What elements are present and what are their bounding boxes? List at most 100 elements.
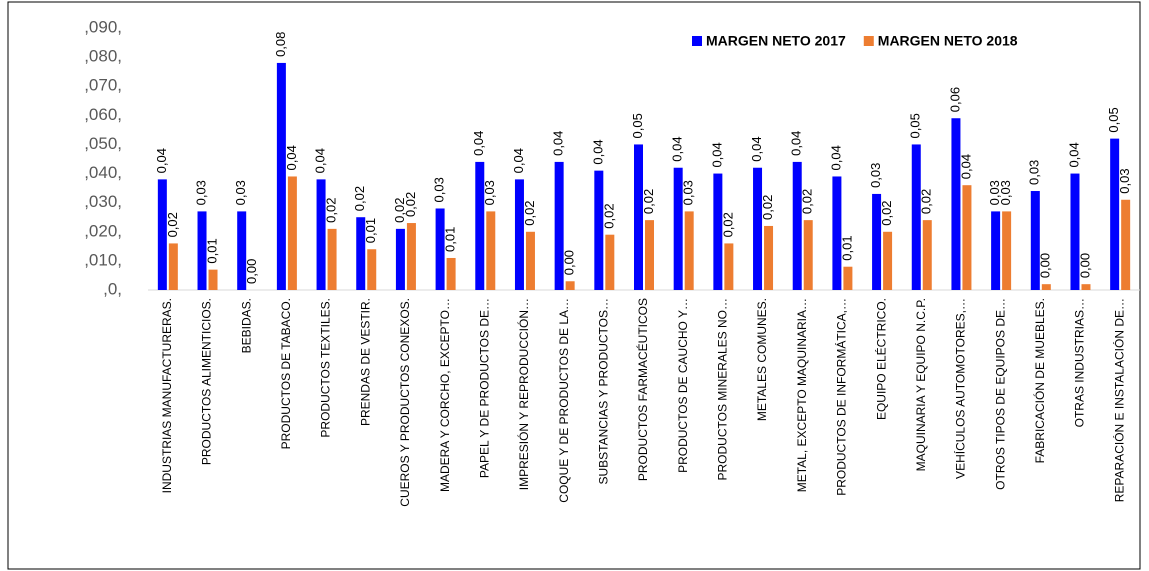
value-label: 0,03 — [432, 177, 447, 202]
bar — [991, 211, 1001, 290]
bar — [1002, 211, 1012, 290]
x-tick-label: COQUE Y DE PRODUCTOS DE LA… — [557, 298, 571, 503]
bar — [446, 257, 456, 290]
y-tick-label: ,020, — [84, 221, 122, 240]
x-tick-label: PRODUCTOS TEXTILES. — [319, 298, 333, 438]
x-tick-label: EQUIPO ELÉCTRICO. — [873, 298, 888, 420]
bar — [208, 269, 218, 290]
bar — [724, 243, 734, 290]
x-tick-label: PRODUCTOS ALIMENTICIOS. — [200, 298, 214, 465]
value-label: 0,02 — [522, 200, 537, 225]
bar — [406, 223, 416, 290]
value-label: 0,02 — [879, 200, 894, 225]
value-label: 0,02 — [323, 198, 338, 223]
value-label: 0,02 — [392, 198, 407, 223]
bar — [435, 208, 445, 290]
value-label: 0,04 — [1066, 142, 1081, 167]
bar — [157, 179, 167, 290]
y-tick-label: ,060, — [84, 105, 122, 124]
value-label: 0,02 — [352, 186, 367, 211]
value-label: 0,04 — [312, 148, 327, 173]
value-label: 0,04 — [789, 131, 804, 156]
x-tick-label: PRODUCTOS DE CAUCHO Y… — [676, 298, 690, 473]
bar — [634, 144, 643, 290]
x-tick-label: OTROS TIPOS DE EQUIPOS DE… — [993, 298, 1007, 490]
bar — [1041, 284, 1051, 290]
bar — [594, 170, 604, 290]
y-tick-label: ,070, — [84, 76, 122, 95]
value-label: 0,03 — [482, 180, 497, 205]
x-tick-label: PAPEL Y DE PRODUCTOS DE… — [477, 298, 491, 478]
x-tick-label: MADERA Y CORCHO, EXCEPTO… — [438, 298, 452, 492]
value-label: 0,01 — [363, 218, 378, 243]
bar — [872, 193, 882, 290]
value-label: 0,02 — [601, 203, 616, 228]
value-label: 0,00 — [1077, 253, 1092, 278]
bar — [713, 173, 723, 290]
value-label: 0,04 — [511, 148, 526, 173]
bar — [565, 281, 575, 290]
value-label: 0,04 — [828, 145, 843, 170]
bar — [1110, 138, 1120, 290]
bar — [554, 161, 564, 290]
value-label: 0,04 — [551, 131, 566, 156]
value-label: 0,08 — [273, 32, 288, 57]
x-tick-label: METALES COMUNES. — [755, 298, 769, 421]
value-label: 0,00 — [1038, 253, 1053, 278]
value-label: 0,04 — [749, 136, 764, 161]
value-label: 0,01 — [204, 238, 219, 263]
bar — [684, 211, 694, 290]
y-tick-label: ,010, — [84, 250, 122, 269]
value-label: 0,04 — [284, 145, 299, 170]
bar — [832, 176, 842, 290]
value-label: 0,03 — [193, 180, 208, 205]
value-label: 0,02 — [800, 189, 815, 214]
value-label: 0,00 — [562, 250, 577, 275]
bar — [1070, 173, 1080, 290]
x-tick-label: PRENDAS DE VESTIR. — [358, 298, 372, 426]
value-label: 0,01 — [839, 235, 854, 260]
bar — [514, 179, 524, 290]
value-label: 0,03 — [233, 180, 248, 205]
value-label: 0,02 — [720, 212, 735, 237]
x-tick-label: SUBSTANCIAS Y PRODUCTOS… — [596, 298, 610, 485]
x-tick-label: FABRICACIÓN DE MUEBLES. — [1032, 298, 1047, 463]
value-label: 0,00 — [244, 259, 259, 284]
value-label: 0,06 — [947, 87, 962, 112]
bar — [911, 144, 921, 290]
value-label: 0,02 — [165, 212, 180, 237]
bar — [525, 231, 535, 290]
value-label: 0,04 — [590, 139, 605, 164]
bar — [843, 266, 853, 290]
value-label: 0,04 — [471, 131, 486, 156]
legend-swatch — [692, 36, 702, 46]
bar — [605, 234, 615, 290]
bar — [753, 167, 763, 290]
value-label: 0,02 — [641, 189, 656, 214]
y-tick-label: ,0, — [103, 279, 122, 298]
bar — [764, 225, 774, 290]
x-tick-label: BEBIDAS. — [239, 298, 253, 353]
value-label: 0,02 — [403, 192, 418, 217]
bar — [237, 211, 247, 290]
bar — [645, 220, 654, 290]
x-tick-label: VEHÍCULOS AUTOMOTORES,… — [953, 298, 968, 479]
x-tick-label: CUEROS Y PRODUCTOS CONEXOS. — [398, 298, 412, 507]
value-label: 0,03 — [1027, 160, 1042, 185]
bar — [1030, 191, 1040, 290]
x-tick-label: PRODUCTOS FARMACÉUTICOS — [635, 298, 650, 481]
frame — [7, 1, 1141, 570]
bar — [883, 231, 893, 290]
y-tick-label: ,090, — [84, 17, 122, 36]
y-tick-label: ,030, — [84, 192, 122, 211]
x-tick-label: PRODUCTOS DE INFORMÁTICA,… — [834, 298, 849, 496]
value-label: 0,03 — [868, 163, 883, 188]
y-tick-label: ,080, — [84, 47, 122, 66]
legend-label: MARGEN NETO 2017 — [706, 33, 846, 49]
value-label: 0,04 — [709, 142, 724, 167]
bar — [276, 62, 286, 290]
x-tick-label: PRODUCTOS DE TABACO. — [279, 298, 293, 449]
value-label: 0,04 — [958, 154, 973, 179]
bar — [327, 228, 337, 290]
value-label: 0,04 — [670, 136, 685, 161]
